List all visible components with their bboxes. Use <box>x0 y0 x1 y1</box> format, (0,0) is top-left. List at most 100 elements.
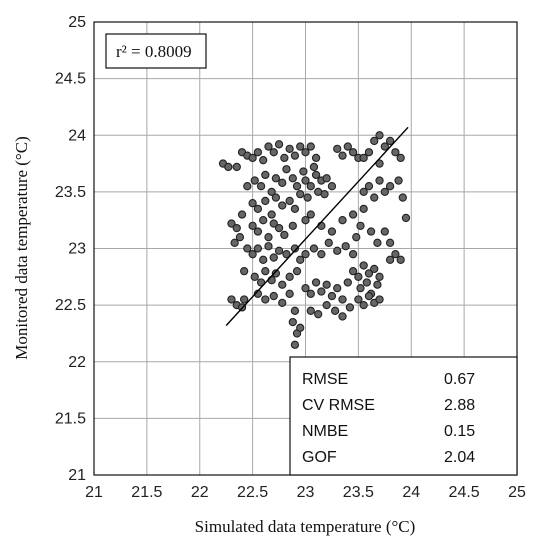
data-point <box>290 204 300 214</box>
data-point <box>359 261 368 270</box>
data-point <box>290 306 300 315</box>
data-point <box>253 227 263 236</box>
x-tick-label: 21 <box>85 484 103 501</box>
stat-value-rmse: 0.67 <box>444 371 475 388</box>
data-point <box>240 295 249 304</box>
data-point <box>227 219 236 228</box>
data-point <box>259 216 268 225</box>
data-point <box>240 266 249 276</box>
data-point <box>290 151 300 160</box>
stat-value-cv-rmse: 2.88 <box>444 397 475 414</box>
data-point <box>317 221 326 230</box>
data-point <box>285 144 294 153</box>
data-point <box>354 295 363 304</box>
data-point <box>348 250 358 259</box>
data-point <box>248 250 257 259</box>
data-point <box>296 323 305 332</box>
data-point <box>261 295 270 304</box>
data-point <box>359 187 368 197</box>
data-point <box>301 250 310 259</box>
data-point <box>278 201 287 210</box>
data-point <box>235 233 245 242</box>
data-point <box>311 153 321 163</box>
data-point <box>267 210 276 219</box>
data-point <box>306 289 315 298</box>
stat-name-cv-rmse: CV RMSE <box>302 397 375 414</box>
data-point <box>322 300 331 310</box>
data-point <box>290 244 300 253</box>
data-point <box>345 303 355 312</box>
data-point <box>269 219 278 228</box>
data-point <box>264 233 273 242</box>
data-point <box>306 182 315 191</box>
data-point <box>322 174 331 183</box>
data-point <box>261 196 270 206</box>
data-point <box>333 283 342 293</box>
data-point <box>306 142 315 151</box>
data-point <box>338 312 347 321</box>
data-point <box>311 278 321 287</box>
data-point <box>354 272 363 281</box>
data-point <box>243 244 252 253</box>
x-tick-label: 25 <box>508 484 526 501</box>
data-point <box>385 136 395 146</box>
y-tick-label: 24 <box>68 127 86 144</box>
data-point <box>356 221 365 230</box>
data-point <box>306 210 315 219</box>
data-point <box>343 278 352 287</box>
y-tick-labels: 21 21.5 22 22.5 23 23.5 24 24.5 25 <box>55 14 86 484</box>
y-tick-label: 21 <box>68 467 86 484</box>
data-point <box>338 295 347 304</box>
x-tick-label: 23 <box>297 484 315 501</box>
data-point <box>248 199 257 208</box>
data-point <box>394 176 403 185</box>
stat-name-gof: GOF <box>302 449 337 466</box>
y-tick-label: 23 <box>68 241 86 258</box>
data-point <box>278 178 287 187</box>
data-point <box>301 148 310 157</box>
data-point <box>296 255 305 264</box>
data-point <box>364 148 374 157</box>
data-point <box>261 170 270 180</box>
x-tick-label: 22.5 <box>237 484 268 501</box>
data-point <box>380 227 389 236</box>
data-point <box>269 291 278 301</box>
data-point <box>296 142 305 151</box>
data-point <box>311 170 321 180</box>
data-point <box>264 242 273 251</box>
data-point <box>227 295 236 304</box>
data-point <box>230 238 239 247</box>
data-point <box>259 156 268 165</box>
x-tick-label: 22 <box>191 484 209 501</box>
data-point <box>264 142 273 151</box>
data-point <box>348 210 358 219</box>
data-point <box>292 182 302 191</box>
data-point <box>243 182 252 191</box>
data-point <box>306 306 315 315</box>
r2-box: r² = 0.8009 <box>105 33 207 69</box>
data-point <box>327 291 337 301</box>
data-point <box>398 193 407 202</box>
data-point <box>391 250 400 259</box>
data-point <box>299 167 308 176</box>
stat-name-nmbe: NMBE <box>302 423 348 440</box>
x-tick-label: 24.5 <box>449 484 480 501</box>
data-point <box>314 310 323 319</box>
data-point <box>364 182 374 191</box>
data-point <box>322 280 331 289</box>
data-point <box>232 162 241 172</box>
data-point <box>309 244 319 253</box>
data-point <box>338 151 347 160</box>
y-tick-label: 22 <box>68 354 86 371</box>
data-point <box>359 300 368 310</box>
data-point <box>380 142 389 151</box>
data-point <box>274 246 284 255</box>
data-point <box>370 136 379 146</box>
data-point <box>285 196 294 206</box>
data-point <box>261 266 270 276</box>
stat-value-nmbe: 0.15 <box>444 423 475 440</box>
data-point <box>375 272 384 281</box>
data-point <box>373 238 382 247</box>
data-point <box>285 289 294 298</box>
